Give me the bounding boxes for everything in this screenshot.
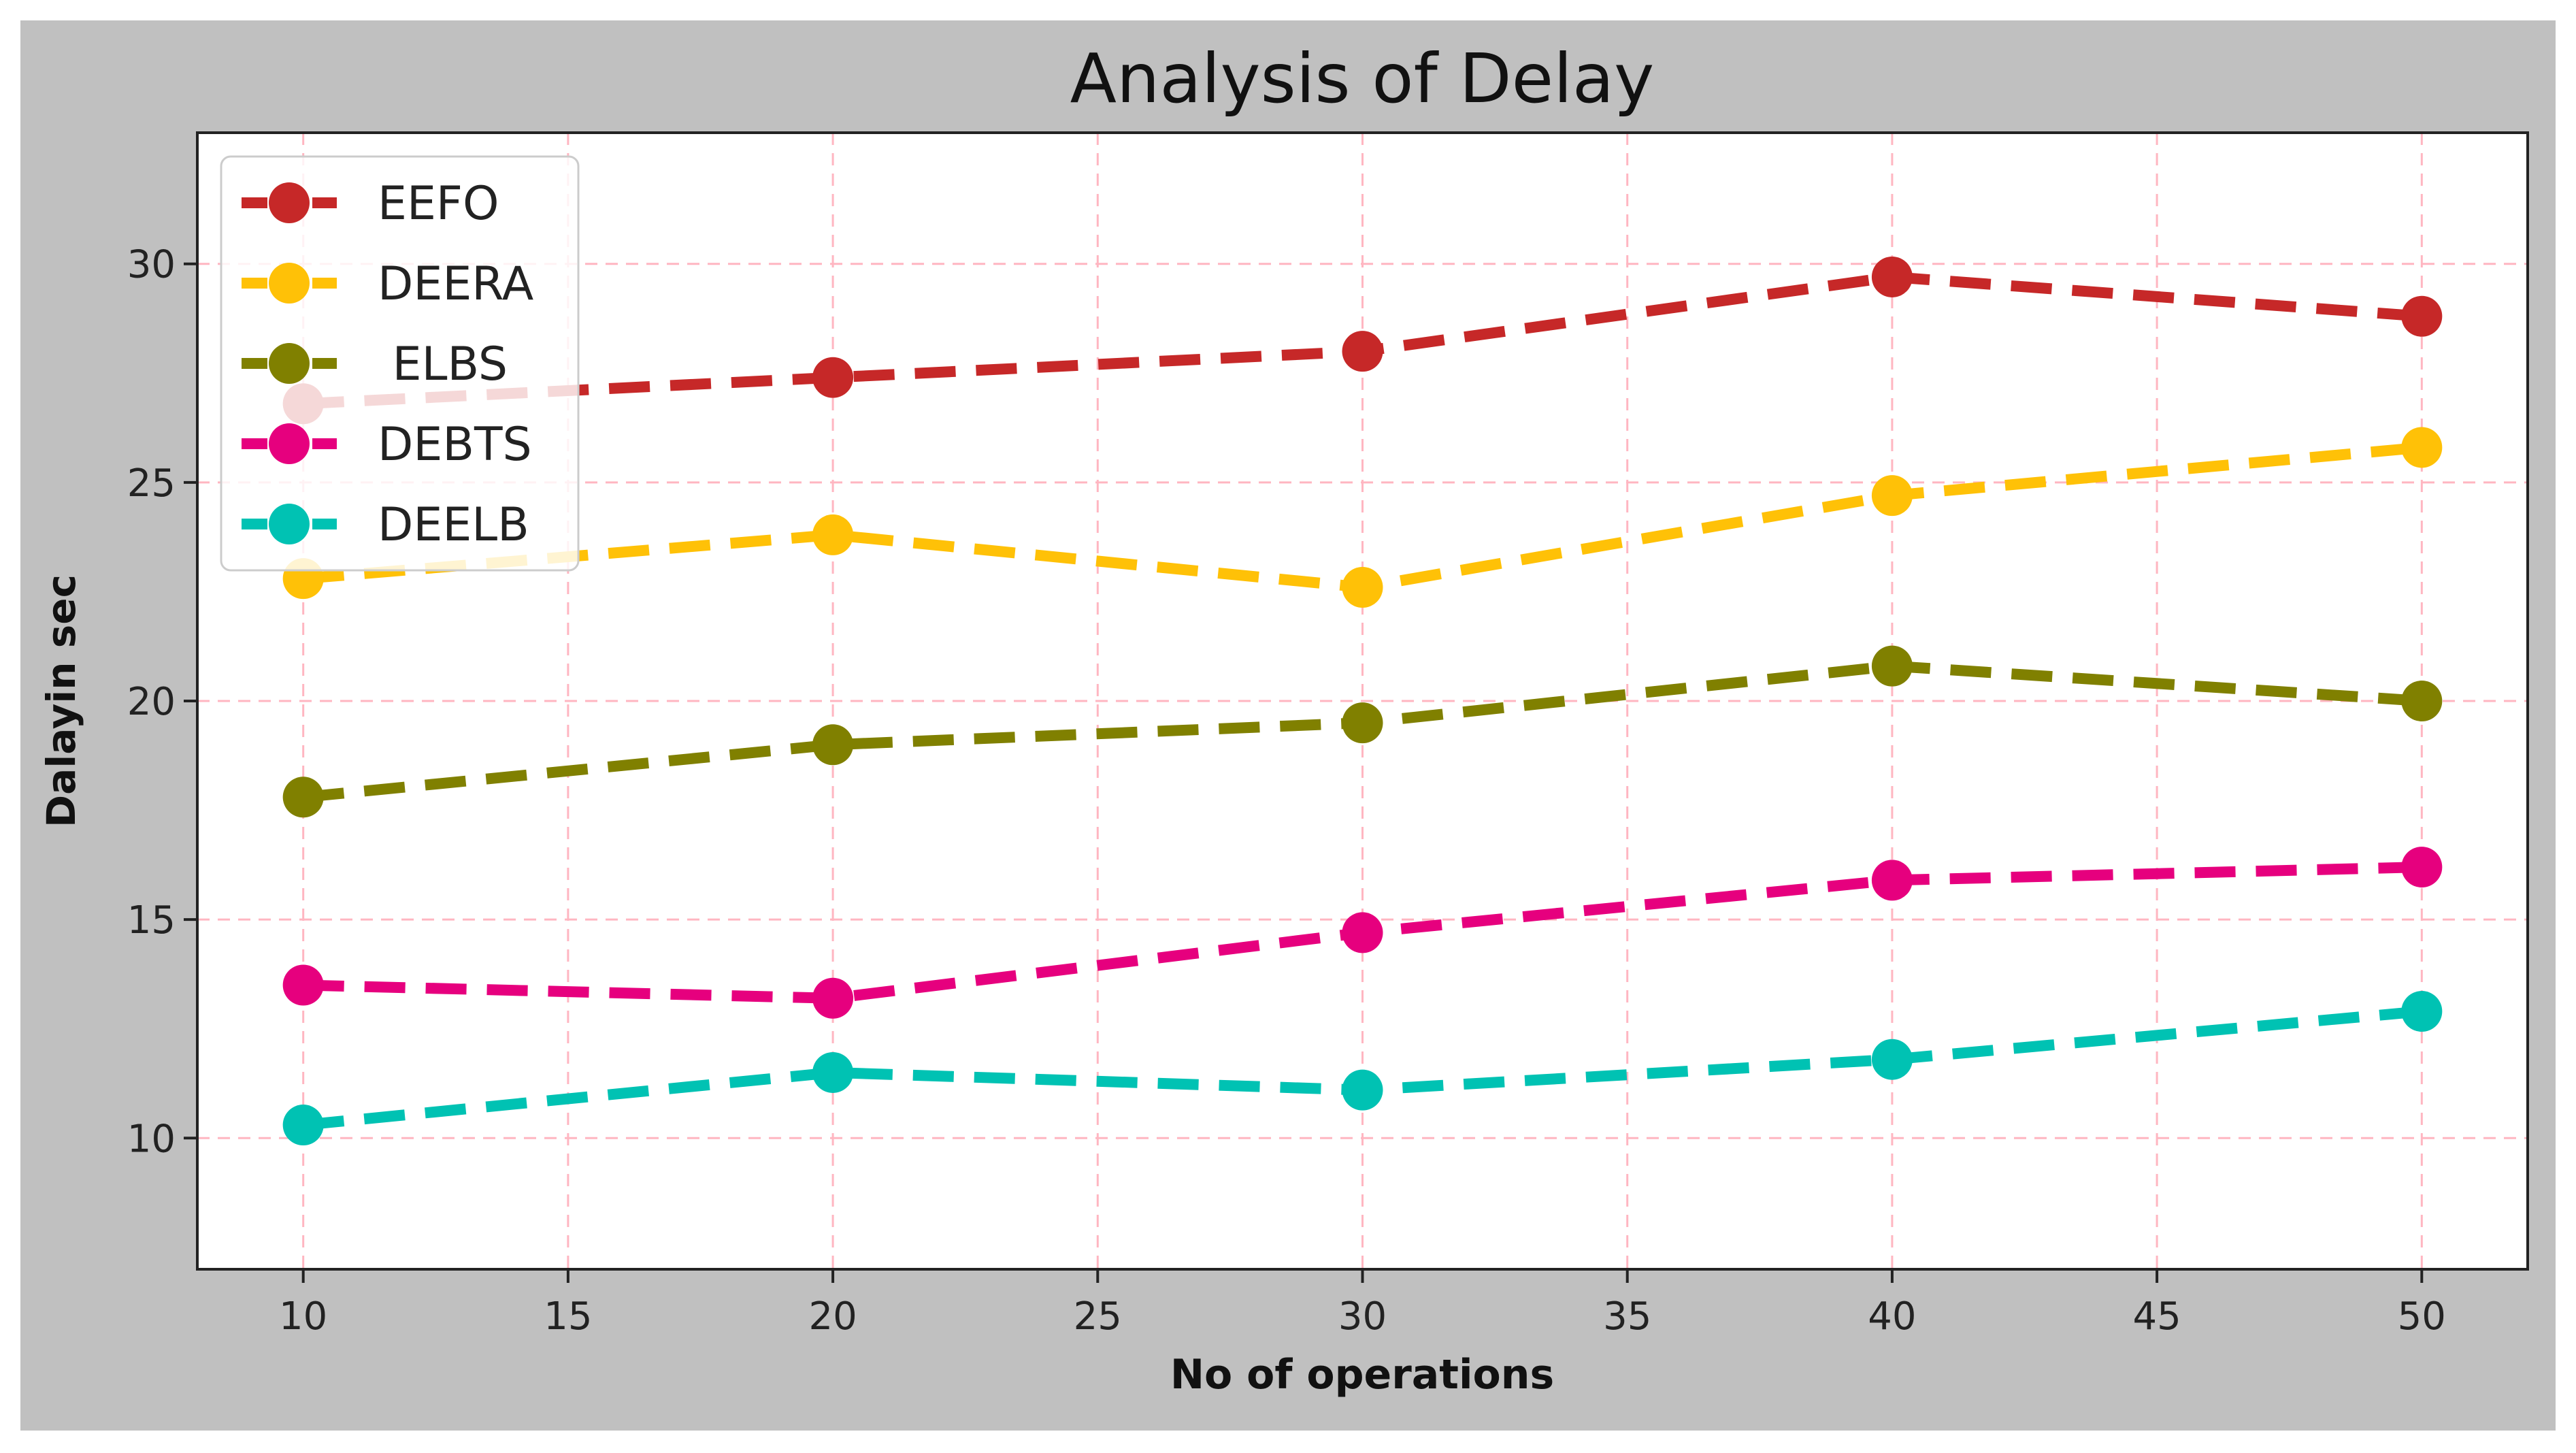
- data-point: [1871, 256, 1913, 297]
- data-point: [1871, 475, 1913, 517]
- data-point: [1342, 331, 1383, 372]
- x-tick-label: 30: [1338, 1294, 1387, 1339]
- x-axis-ticks: 10 15 20 25 30 35 40 45 50: [279, 1269, 2446, 1339]
- x-tick-label: 50: [2398, 1294, 2446, 1339]
- data-point: [1342, 912, 1383, 953]
- legend-marker: [269, 423, 310, 464]
- data-point: [2401, 681, 2443, 721]
- chart-title: Analysis of Delay: [1070, 39, 1655, 118]
- legend-box: [220, 155, 580, 572]
- x-tick-label: 10: [279, 1294, 327, 1339]
- legend-item: DEBTS: [242, 418, 532, 472]
- data-point: [812, 357, 854, 398]
- legend-marker: [269, 504, 310, 544]
- y-axis-label: Dalayin sec: [38, 574, 84, 828]
- data-point: [2401, 847, 2443, 888]
- legend-marker: [269, 263, 310, 304]
- data-point: [1871, 1039, 1913, 1080]
- y-tick-label: 10: [127, 1117, 176, 1161]
- data-point: [282, 964, 324, 1006]
- data-point: [2401, 991, 2443, 1032]
- x-tick-label: 25: [1074, 1294, 1122, 1339]
- x-tick-label: 40: [1868, 1294, 1916, 1339]
- series-deelb: [282, 991, 2443, 1146]
- data-point: [1871, 645, 1913, 687]
- legend-label: ELBS: [378, 338, 508, 391]
- legend: EEFO DEERA ELBS DEBTS DEELB: [220, 155, 580, 572]
- legend-item: EEFO: [242, 177, 499, 231]
- legend-label: DEELB: [378, 498, 529, 552]
- x-tick-label: 20: [808, 1294, 857, 1339]
- data-point: [1342, 702, 1383, 744]
- legend-item: DEELB: [242, 498, 529, 552]
- legend-marker: [269, 182, 310, 223]
- y-tick-label: 30: [127, 243, 176, 287]
- legend-item: DEERA: [242, 257, 533, 311]
- x-tick-label: 15: [544, 1294, 592, 1339]
- series-elbs: [282, 645, 2443, 818]
- data-point: [1871, 860, 1913, 901]
- x-tick-label: 35: [1603, 1294, 1651, 1339]
- data-point: [1342, 1069, 1383, 1111]
- y-axis-ticks: 10 15 20 25 30: [127, 243, 197, 1161]
- legend-marker: [269, 343, 310, 384]
- series-layer: [282, 256, 2443, 1146]
- data-point: [812, 977, 854, 1019]
- data-point: [812, 1051, 854, 1093]
- y-tick-label: 25: [127, 461, 176, 506]
- data-point: [2401, 427, 2443, 468]
- data-point: [282, 1105, 324, 1146]
- x-tick-label: 45: [2132, 1294, 2181, 1339]
- y-tick-label: 20: [127, 680, 176, 724]
- legend-label: EEFO: [378, 177, 499, 231]
- legend-label: DEBTS: [378, 418, 532, 472]
- data-point: [1342, 567, 1383, 608]
- legend-item: ELBS: [242, 338, 508, 391]
- legend-label: DEERA: [378, 257, 533, 311]
- x-axis-label: No of operations: [1170, 1351, 1554, 1399]
- data-point: [812, 724, 854, 766]
- data-point: [2401, 295, 2443, 337]
- series-debts: [282, 847, 2443, 1019]
- data-point: [282, 777, 324, 818]
- data-point: [812, 514, 854, 555]
- y-tick-label: 15: [127, 898, 176, 943]
